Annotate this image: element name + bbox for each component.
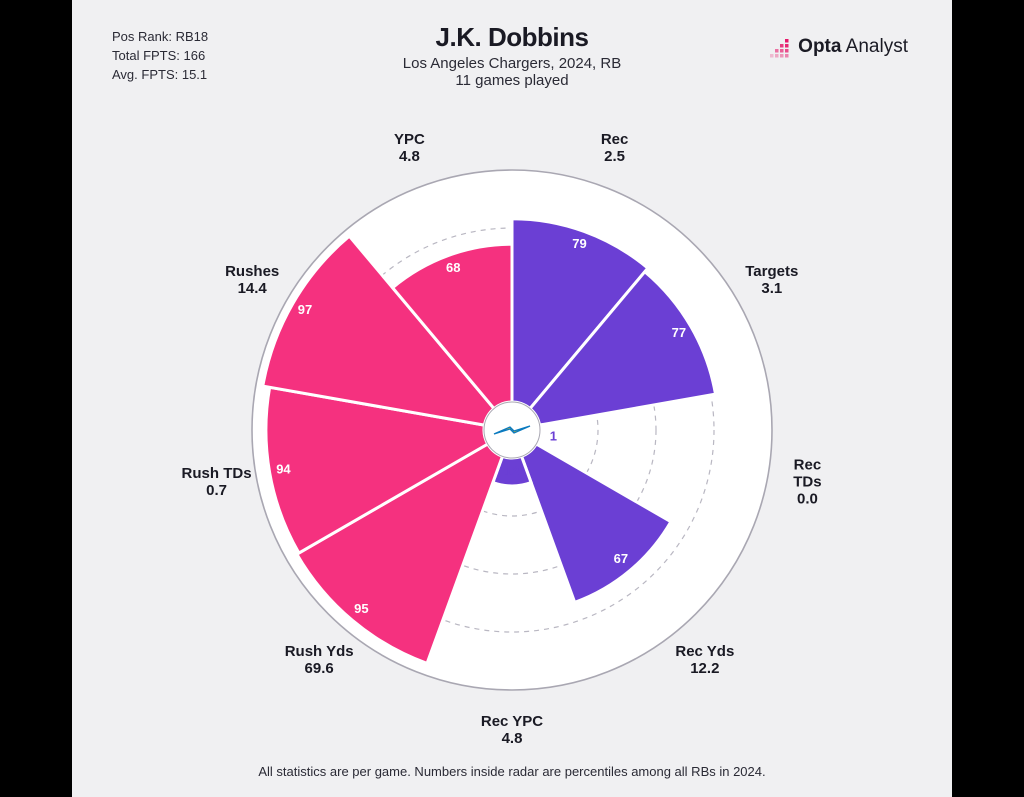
segment-label-rec_yds: Rec Yds12.2 — [675, 643, 734, 677]
segment-label-rushes: Rushes14.4 — [225, 263, 279, 297]
brand-logo: Opta Analyst — [766, 34, 908, 60]
segment-label-rec: Rec2.5 — [601, 131, 629, 165]
percentile-targets: 77 — [672, 325, 686, 340]
percentile-rec_tds: 1 — [550, 429, 557, 444]
footer-note: All statistics are per game. Numbers ins… — [72, 764, 952, 779]
percentile-rec_ypc: 12 — [505, 463, 519, 478]
games-played-line: 11 games played — [72, 72, 952, 89]
percentile-rush_yds: 95 — [354, 601, 368, 616]
opta-dots-icon — [766, 34, 792, 60]
segment-label-rec_ypc: Rec YPC4.8 — [481, 713, 543, 747]
percentile-rushes: 97 — [298, 302, 312, 317]
percentile-rush_tds: 94 — [276, 462, 291, 477]
brand-text: Opta Analyst — [798, 36, 908, 58]
player-radar-card: Pos Rank: RB18 Total FPTS: 166 Avg. FPTS… — [72, 0, 952, 797]
segment-label-rec_tds: Rec TDs0.0 — [793, 457, 821, 508]
segment-label-rush_yds: Rush Yds69.6 — [285, 643, 354, 677]
segment-label-ypc: YPC4.8 — [394, 131, 425, 165]
polar-chart: 79 77 1 67 12 95 94 97 68 Rec2.5 Targets3.1 Rec TD… — [202, 120, 822, 740]
segment-label-targets: Targets3.1 — [745, 263, 798, 297]
percentile-ypc: 68 — [446, 260, 460, 275]
percentile-rec_yds: 67 — [614, 551, 628, 566]
segment-label-rush_tds: Rush TDs0.7 — [182, 465, 252, 499]
percentile-rec: 79 — [572, 236, 586, 251]
